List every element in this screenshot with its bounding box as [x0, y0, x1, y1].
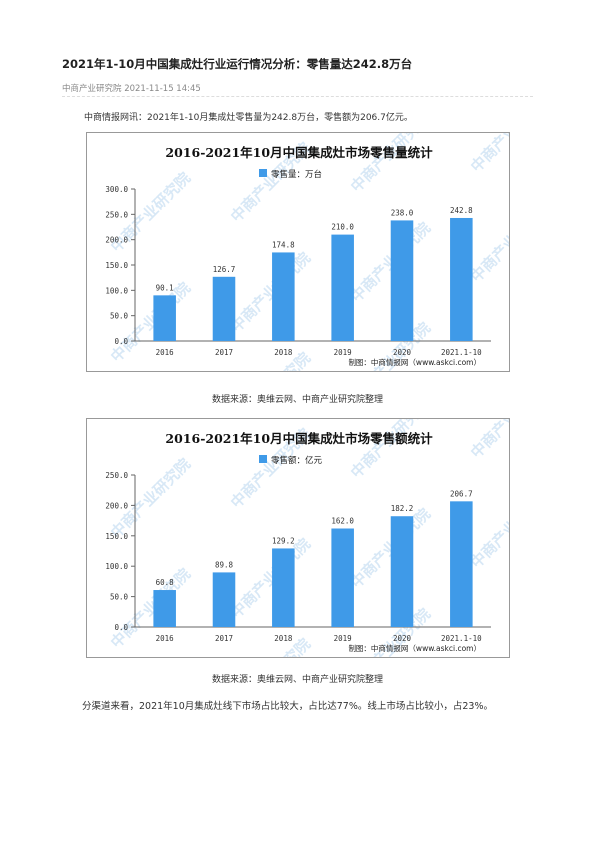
chart-1-caption: 数据来源：奥维云网、中商产业研究院整理: [211, 395, 383, 405]
legend-swatch: [259, 169, 267, 177]
y-tick-label: 300.0: [105, 185, 128, 194]
data-label: 126.7: [213, 265, 236, 274]
data-label: 129.2: [272, 536, 295, 545]
data-label: 174.8: [272, 240, 295, 249]
legend-swatch: [259, 455, 267, 463]
data-label: 182.2: [391, 504, 414, 513]
bar: [450, 501, 473, 627]
bar: [390, 516, 414, 627]
y-tick-label: 100.0: [105, 562, 128, 571]
chart-footer: 制图：中商情报网（www.askci.com）: [348, 357, 481, 367]
bar: [272, 548, 295, 627]
watermark-text: 中商产业研究院: [347, 219, 434, 306]
y-tick-label: 50.0: [110, 312, 129, 321]
watermark-text: 中商产业研究院: [467, 199, 510, 286]
x-tick-label: 2020: [393, 348, 412, 357]
bar: [212, 276, 236, 341]
data-label: 242.8: [450, 206, 473, 215]
legend-label: 零售量：万台: [271, 169, 322, 180]
article-title: 2021年1-10月中国集成灶行业运行情况分析：零售量达242.8万台: [62, 57, 413, 71]
x-tick-label: 2021.1-10: [441, 348, 482, 357]
y-tick-label: 150.0: [105, 261, 128, 270]
x-tick-label: 2016: [156, 348, 175, 357]
watermark-text: 中商产业研究院: [347, 133, 434, 196]
legend-label: 零售额：亿元: [271, 455, 323, 466]
bar: [390, 220, 414, 341]
data-label: 60.8: [156, 578, 175, 587]
bar: [153, 590, 176, 627]
bar: [331, 528, 354, 627]
watermark-text: 中商产业研究院: [227, 635, 314, 658]
watermark-text: 中商产业研究院: [347, 505, 434, 592]
x-tick-label: 2017: [215, 634, 233, 643]
intro-paragraph: 中商情报网讯：2021年1-10月集成灶零售量为242.8万台，零售额为206.…: [84, 113, 413, 123]
watermark-text: 中商产业研究院: [467, 419, 510, 462]
y-tick-label: 200.0: [105, 501, 128, 510]
data-label: 89.8: [215, 560, 234, 569]
data-label: 210.0: [331, 223, 354, 232]
bar: [272, 252, 295, 341]
x-tick-label: 2020: [393, 634, 412, 643]
y-tick-label: 100.0: [105, 286, 128, 295]
bar: [450, 217, 473, 341]
watermark-text: 中商产业研究院: [227, 249, 314, 336]
data-label: 90.1: [156, 283, 174, 292]
bar: [331, 234, 354, 341]
y-tick-label: 50.0: [110, 593, 129, 602]
watermark-text: 中商产业研究院: [347, 419, 434, 482]
chart-title: 2016-2021年10月中国集成灶市场零售额统计: [165, 431, 433, 446]
x-tick-label: 2017: [215, 348, 233, 357]
x-tick-label: 2019: [334, 348, 352, 357]
watermark-text: 中商产业研究院: [107, 565, 194, 652]
channel-paragraph: 分渠道来看，2021年10月集成灶线下市场占比较大，占比达77%。线上市场占比较…: [82, 701, 493, 712]
divider: [62, 96, 533, 97]
bar: [153, 295, 176, 341]
x-tick-label: 2018: [274, 634, 293, 643]
x-tick-label: 2018: [274, 348, 293, 357]
x-tick-label: 2016: [156, 634, 175, 643]
chart-title: 2016-2021年10月中国集成灶市场零售量统计: [165, 145, 433, 160]
legend: 零售额：亿元: [259, 455, 323, 466]
chart-2-caption: 数据来源：奥维云网、中商产业研究院整理: [211, 675, 383, 685]
watermark-text: 中商产业研究院: [227, 535, 314, 622]
y-tick-label: 0.0: [114, 337, 128, 346]
watermark-text: 中商产业研究院: [467, 133, 510, 176]
article-meta: 中商产业研究院 2021-11-15 14:45: [62, 84, 201, 94]
chart-retail-volume: 中商产业研究院 中商产业研究院 中商产业研究院 中商产业研究院 中商产业研究院 中商产业研…: [86, 132, 510, 372]
y-tick-label: 250.0: [105, 210, 128, 219]
x-tick-label: 2019: [334, 634, 352, 643]
y-tick-label: 200.0: [105, 236, 128, 245]
bar: [212, 572, 236, 627]
watermark-text: 中商产业研究院: [227, 349, 314, 372]
data-label: 162.0: [331, 517, 354, 526]
data-label: 238.0: [391, 208, 414, 217]
chart-footer: 制图：中商情报网（www.askci.com）: [348, 643, 481, 653]
data-label: 206.7: [450, 489, 473, 498]
chart-retail-sales: 中商产业研究院 中商产业研究院 中商产业研究院 中商产业研究院 中商产业研究院 中商产业研…: [86, 418, 510, 658]
watermark-text: 中商产业研究院: [107, 455, 194, 542]
y-tick-label: 150.0: [105, 532, 128, 541]
y-tick-label: 0.0: [114, 623, 128, 632]
legend: 零售量：万台: [259, 169, 322, 180]
watermark-text: 中商产业研究院: [467, 485, 510, 572]
y-tick-label: 250.0: [105, 471, 128, 480]
x-tick-label: 2021.1-10: [441, 634, 482, 643]
